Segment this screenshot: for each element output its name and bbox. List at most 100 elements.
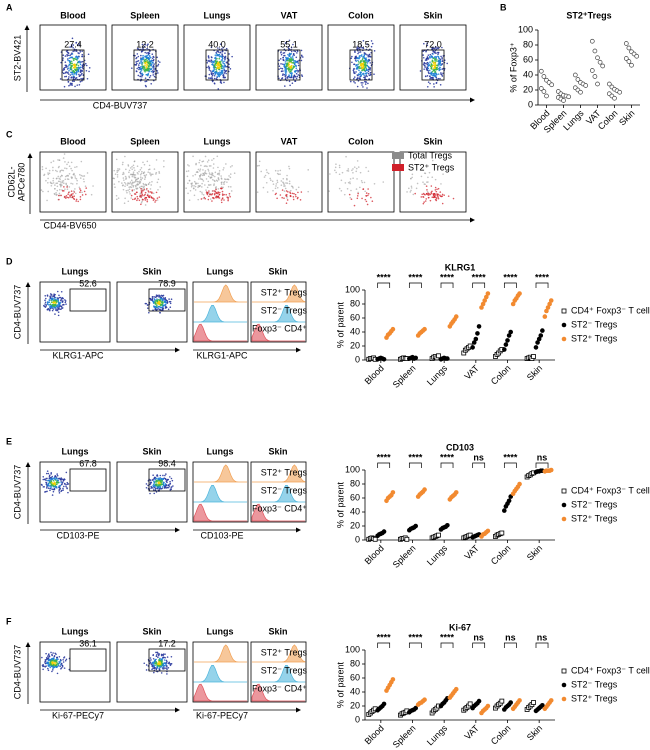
flow-event: [140, 60, 142, 62]
flow-event: [61, 481, 64, 484]
flow-event: [152, 474, 154, 476]
flow-event: [44, 303, 46, 305]
flow-event: [141, 200, 143, 203]
flow-event: [216, 76, 218, 79]
flow-event: [439, 194, 441, 196]
flow-event: [362, 82, 364, 84]
flow-event: [223, 60, 226, 62]
flow-event: [151, 664, 153, 666]
flow-event: [216, 57, 218, 60]
flow-event: [158, 196, 161, 198]
flow-event: [60, 490, 62, 493]
flow-event: [359, 63, 362, 66]
legend-label: ST2⁻ Tregs: [571, 499, 618, 509]
flow-event: [300, 59, 303, 62]
flow-event: [150, 59, 153, 62]
flow-event: [71, 37, 74, 40]
flow-event: [153, 198, 155, 200]
flow-event: [291, 82, 294, 85]
flow-event: [153, 665, 156, 667]
flow-event: [289, 192, 292, 195]
data-point: [544, 93, 549, 99]
flow-event: [356, 178, 358, 180]
flow-event: [146, 304, 149, 306]
flow-event: [155, 171, 158, 174]
hist-title: Skin: [268, 446, 287, 456]
flow-event: [284, 75, 287, 78]
flow-event: [426, 189, 428, 191]
flow-event: [130, 182, 132, 185]
flow-event: [127, 189, 129, 192]
flow-event: [147, 43, 149, 45]
data-point: [413, 705, 419, 711]
flow-event: [351, 55, 353, 58]
flow-event: [140, 196, 142, 198]
flow-event: [159, 306, 162, 309]
flow-event: [115, 194, 118, 197]
flow-event: [362, 67, 364, 70]
flow-event: [164, 656, 166, 659]
flow-event: [135, 178, 138, 181]
flow-event: [166, 667, 168, 670]
sig-label: ****: [377, 452, 392, 462]
flow-event: [54, 483, 57, 486]
sig-bracket: [408, 642, 422, 648]
flow-event: [286, 178, 288, 181]
flow-event: [54, 660, 57, 663]
flow-event: [215, 196, 217, 198]
hist-title: Lungs: [207, 266, 234, 276]
flow-event: [349, 196, 352, 199]
flow-event: [438, 64, 440, 67]
flow-event: [132, 198, 134, 201]
histogram: [252, 284, 306, 303]
flow-event: [50, 664, 53, 666]
flow-event: [51, 481, 53, 484]
flow-event: [362, 188, 365, 190]
flow-event: [58, 306, 61, 308]
flow-event: [291, 59, 293, 61]
flow-event: [44, 294, 47, 297]
flow-event: [47, 177, 49, 180]
flow-event: [76, 70, 78, 73]
flow-event: [328, 190, 330, 192]
data-point: [541, 74, 547, 79]
flow-event: [167, 308, 170, 311]
flow-event: [66, 53, 68, 56]
flow-event: [433, 64, 435, 67]
flow-event: [151, 298, 154, 301]
flow-title: Skin: [423, 10, 442, 20]
flow-event: [53, 306, 56, 309]
flow-event: [76, 182, 78, 185]
flow-event: [136, 187, 139, 190]
flow-title: VAT: [281, 10, 298, 20]
flow-event: [155, 191, 158, 194]
sig-bracket: [472, 642, 486, 648]
flow-event: [50, 184, 53, 187]
flow-event: [280, 70, 283, 73]
flow-event: [297, 60, 299, 63]
flow-event: [360, 81, 363, 84]
flow-event: [57, 664, 60, 667]
flow-event: [217, 196, 219, 199]
flow-event: [47, 661, 49, 664]
flow-event: [158, 668, 161, 671]
flow-event: [222, 46, 225, 49]
flow-event: [422, 54, 424, 56]
arrow-head: [470, 97, 475, 103]
y-tick-label: 0: [355, 354, 360, 364]
flow-event: [204, 165, 207, 167]
flow-event: [369, 69, 371, 71]
flow-event: [367, 193, 370, 195]
flow-event: [200, 164, 202, 167]
flow-event: [291, 64, 293, 67]
flow-event: [152, 173, 154, 176]
flow-event: [126, 191, 128, 194]
flow-event: [58, 486, 60, 489]
panel-letter: F: [6, 616, 12, 626]
flow-event: [157, 654, 160, 657]
flow-event: [73, 66, 75, 69]
flow-event: [227, 185, 230, 188]
flow-event: [201, 182, 203, 185]
legend-label: ST2⁺ Tregs: [571, 333, 618, 343]
flow-event: [170, 655, 173, 658]
